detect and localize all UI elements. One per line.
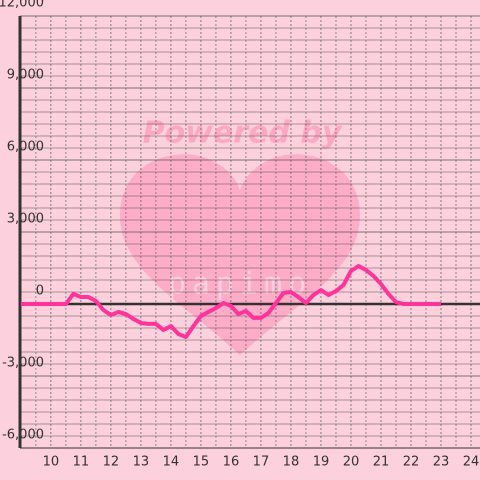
y-tick-label: 6,000: [7, 140, 44, 155]
x-tick-label: 13: [133, 455, 150, 470]
x-tick-label: 18: [283, 455, 300, 470]
y-tick-label: 0: [36, 284, 44, 299]
x-tick-label: 15: [193, 455, 210, 470]
x-tick-label: 19: [313, 455, 330, 470]
x-tick-label: 12: [103, 455, 120, 470]
x-tick-label: 21: [373, 455, 390, 470]
y-tick-label: -6,000: [2, 428, 44, 443]
x-tick-label: 22: [403, 455, 420, 470]
y-tick-label: 9,000: [7, 68, 44, 83]
x-tick-label: 24: [463, 455, 480, 470]
watermark: Powered by papimo: [120, 116, 360, 355]
y-tick-label: 12,000: [0, 0, 44, 11]
x-tick-label: 16: [223, 455, 240, 470]
y-tick-label: 3,000: [7, 212, 44, 227]
x-tick-label: 14: [163, 455, 180, 470]
watermark-brand: papimo: [168, 267, 312, 302]
x-tick-label: 20: [343, 455, 360, 470]
y-tick-label: -3,000: [2, 356, 44, 371]
heart: [120, 154, 360, 355]
x-tick-label: 23: [433, 455, 450, 470]
x-tick-label: 11: [73, 455, 90, 470]
x-tick-label: 17: [253, 455, 270, 470]
x-tick-label: 10: [43, 455, 60, 470]
data-line: [20, 264, 441, 339]
watermark-text: Powered by: [143, 116, 343, 151]
